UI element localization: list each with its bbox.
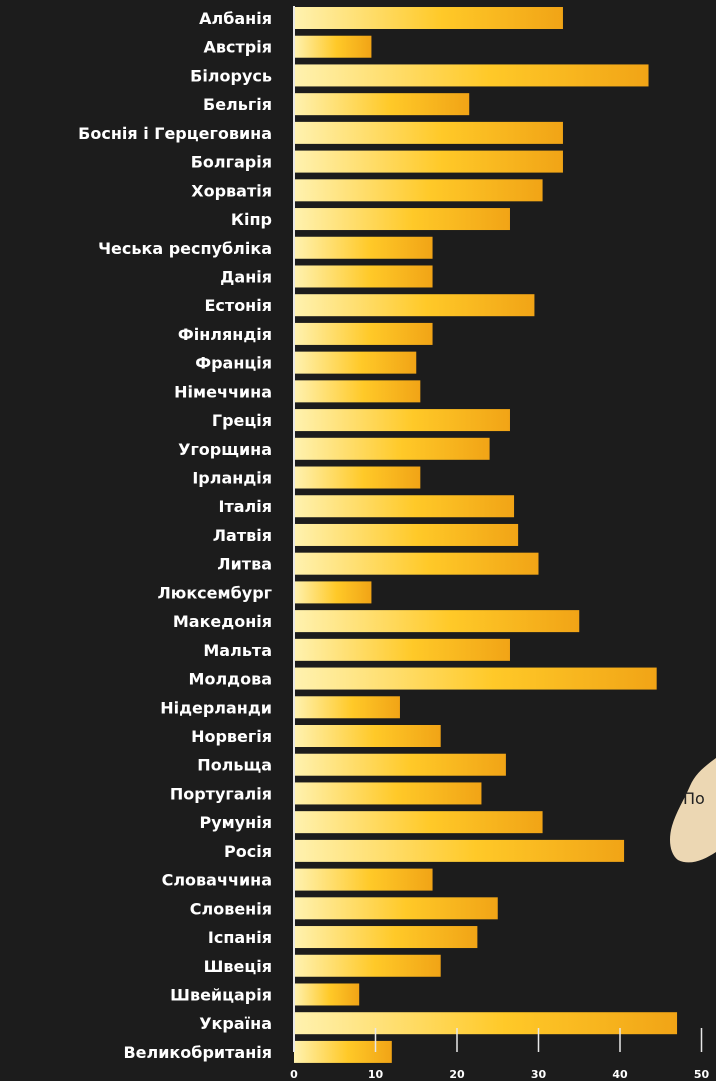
bar (294, 725, 441, 747)
bar (294, 409, 510, 432)
category-label: Словаччина (162, 871, 272, 890)
bar (294, 179, 543, 202)
category-label: Чеська республіка (98, 239, 272, 258)
bar (294, 926, 478, 949)
bar (294, 868, 433, 891)
map-fragment-label: По (683, 789, 705, 808)
category-label: Мальта (203, 641, 272, 660)
category-label: Білорусь (190, 66, 272, 85)
bar (294, 1040, 392, 1063)
category-label: Іспанія (208, 928, 272, 947)
category-label: Ірландія (192, 469, 272, 488)
category-label: Фінляндія (178, 325, 272, 344)
x-tick-label: 10 (368, 1068, 384, 1081)
bar (294, 93, 470, 116)
category-label: Україна (199, 1014, 272, 1033)
bar (294, 380, 421, 403)
category-label: Німеччина (174, 382, 272, 401)
bar (294, 954, 441, 977)
bar (294, 983, 360, 1006)
bar (294, 150, 563, 173)
bar (294, 753, 506, 776)
category-label: Молдова (189, 670, 272, 689)
category-label: Італія (219, 497, 273, 516)
category-label: Польща (197, 756, 272, 775)
category-label: Швейцарія (170, 985, 272, 1004)
category-label: Норвегія (191, 727, 272, 746)
bar (294, 696, 400, 719)
bar (294, 523, 519, 546)
bar (294, 897, 498, 920)
bar (294, 839, 625, 862)
category-label: Кіпр (231, 210, 272, 229)
bar (294, 322, 433, 345)
category-label: Люксембург (157, 583, 272, 602)
bar (294, 121, 563, 144)
category-label: Словенія (190, 899, 272, 918)
x-tick-label: 0 (290, 1068, 298, 1081)
category-label: Греція (212, 411, 272, 430)
bar (294, 208, 510, 231)
category-label: Македонія (173, 612, 272, 631)
category-label: Албанія (199, 9, 272, 28)
bar (294, 236, 433, 259)
bar (294, 495, 515, 518)
category-label: Франція (195, 354, 272, 373)
bar (294, 782, 482, 805)
bar (294, 294, 535, 317)
category-label: Бельгія (203, 95, 272, 114)
category-label: Нідерланди (160, 698, 272, 717)
category-label: Австрія (204, 38, 272, 57)
category-label: Румунія (200, 813, 272, 832)
bar (294, 466, 421, 489)
category-label: Хорватія (191, 181, 272, 200)
category-label: Литва (217, 555, 272, 574)
category-label: Швеція (204, 957, 272, 976)
bar (294, 437, 490, 460)
category-label: Боснія і Герцеговина (78, 124, 272, 143)
category-label: Росія (224, 842, 272, 861)
bar (294, 581, 372, 604)
category-label: Латвія (213, 526, 272, 545)
bar (294, 1012, 678, 1035)
x-tick-label: 20 (449, 1068, 465, 1081)
category-label: Естонія (205, 296, 273, 315)
x-tick-label: 40 (612, 1068, 628, 1081)
category-label: Болгарія (191, 153, 272, 172)
bar (294, 811, 543, 834)
bar (294, 351, 417, 374)
bar (294, 552, 539, 575)
category-label: Данія (220, 267, 272, 286)
bar (294, 35, 372, 58)
category-label: Угорщина (178, 440, 272, 459)
bar (294, 265, 433, 288)
bar (294, 7, 563, 29)
x-tick-label: 50 (694, 1068, 710, 1081)
bar (294, 64, 649, 87)
bar (294, 638, 510, 661)
map-fragment (670, 758, 716, 863)
category-label: Великобританія (123, 1043, 272, 1062)
bar (294, 610, 580, 633)
category-label: Португалія (170, 784, 272, 803)
bar (294, 667, 657, 690)
x-tick-label: 30 (531, 1068, 547, 1081)
